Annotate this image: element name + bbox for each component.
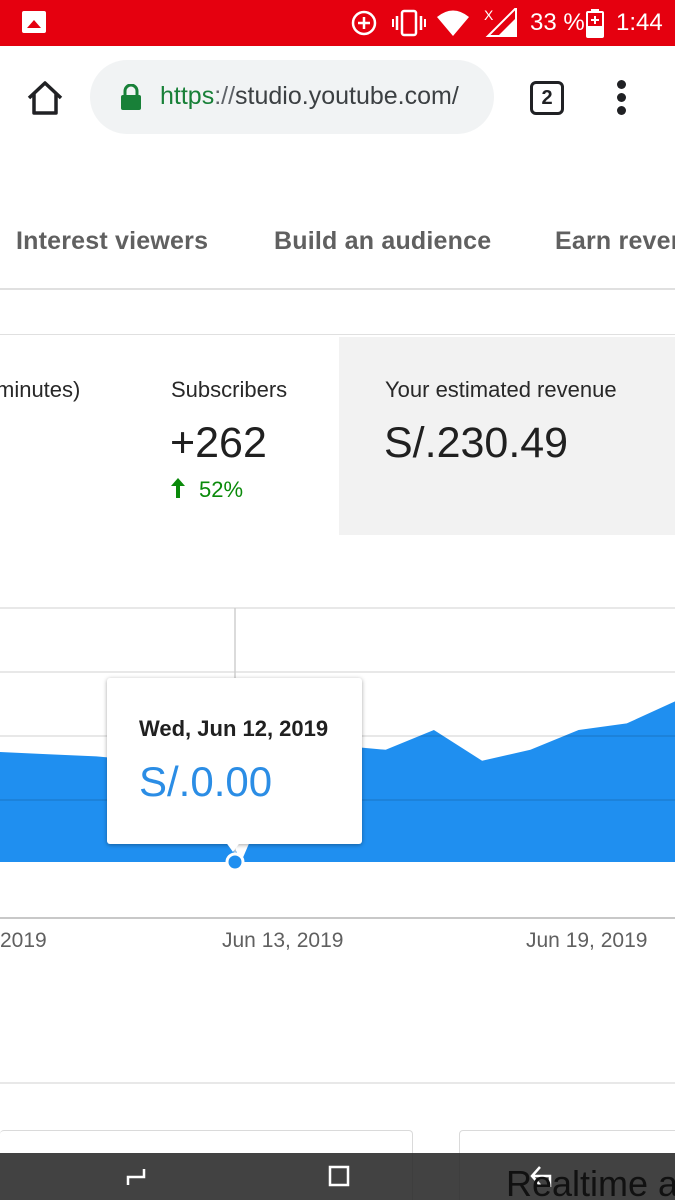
home-square-icon[interactable] [326, 1163, 352, 1189]
home-icon[interactable] [26, 80, 64, 116]
chart-tooltip: Wed, Jun 12, 2019 S/.0.00 [107, 678, 362, 852]
tooltip-pointer [225, 841, 241, 852]
address-bar[interactable]: https://studio.youtube.com/ [90, 60, 494, 134]
x-tick-label: Jun 13, 2019 [222, 929, 344, 952]
tab-interest-viewers[interactable]: Interest viewers [16, 227, 209, 255]
battery-percentage: 33 % [530, 9, 585, 36]
url-separator: :// [214, 82, 236, 110]
tooltip-date: Wed, Jun 12, 2019 [139, 716, 329, 741]
battery-charging-icon [586, 9, 604, 38]
url-scheme: https [160, 82, 215, 110]
status-bar: X 33 % 1:44 [0, 0, 675, 46]
chart-grid [0, 607, 675, 673]
menu-dot [617, 93, 626, 102]
hover-point[interactable] [225, 852, 245, 872]
browser-toolbar: https://studio.youtube.com/ 2 [0, 46, 675, 150]
x-tick-label: 2019 [0, 929, 47, 952]
data-saver-icon [351, 10, 377, 36]
tooltip-value: S/.0.00 [139, 758, 273, 805]
subscribers-value: +262 [170, 419, 267, 467]
menu-dot [617, 80, 626, 89]
recents-icon[interactable] [124, 1163, 150, 1189]
tab-build-audience[interactable]: Build an audience [274, 227, 492, 255]
arrow-up-icon [171, 478, 185, 498]
revenue-value: S/.230.49 [384, 419, 569, 467]
menu-dot [617, 106, 626, 115]
url-host: studio.youtube.com/ [235, 82, 459, 110]
signal-no-service-icon: X [484, 8, 517, 37]
lock-icon [121, 84, 141, 110]
vibrate-icon [392, 9, 426, 37]
clock: 1:44 [616, 9, 663, 36]
analytics-tabs: Interest viewers Build an audience Earn … [0, 150, 675, 290]
system-nav-bar [0, 1153, 675, 1200]
tab-earn-revenue[interactable]: Earn reven [555, 227, 675, 255]
x-tick-label: Jun 19, 2019 [526, 929, 648, 952]
gallery-icon [22, 11, 46, 33]
revenue-label: Your estimated revenue [385, 377, 617, 402]
section-divider [0, 1082, 675, 1084]
url-text: https://studio.youtube.com/ [160, 82, 459, 111]
realtime-title: Realtime a [506, 1163, 675, 1200]
subscribers-label: Subscribers [171, 377, 288, 402]
svg-text:X: X [484, 8, 494, 23]
subscribers-change: 52% [199, 477, 244, 502]
more-vert-icon[interactable] [612, 80, 632, 116]
back-icon[interactable] [528, 1163, 554, 1189]
wifi-icon [437, 10, 469, 36]
metrics-row: minutes) Subscribers +262 52% Your estim… [0, 334, 675, 535]
watch-time-label[interactable]: minutes) [0, 377, 81, 402]
tab-switcher-icon[interactable]: 2 [530, 81, 564, 115]
revenue-card[interactable]: Your estimated revenue S/.230.49 [339, 337, 675, 535]
